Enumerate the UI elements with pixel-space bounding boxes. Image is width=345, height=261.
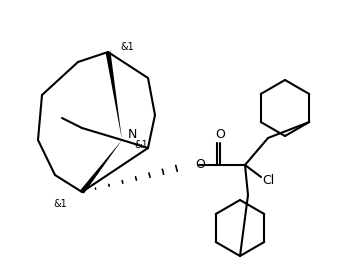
Text: &1: &1	[53, 199, 67, 209]
Text: Cl: Cl	[262, 174, 274, 187]
Text: &1: &1	[120, 42, 134, 52]
Polygon shape	[80, 140, 122, 193]
Text: N: N	[128, 128, 137, 141]
Text: &1: &1	[134, 140, 148, 150]
Text: O: O	[195, 158, 205, 171]
Text: O: O	[215, 128, 225, 141]
Polygon shape	[106, 52, 122, 140]
